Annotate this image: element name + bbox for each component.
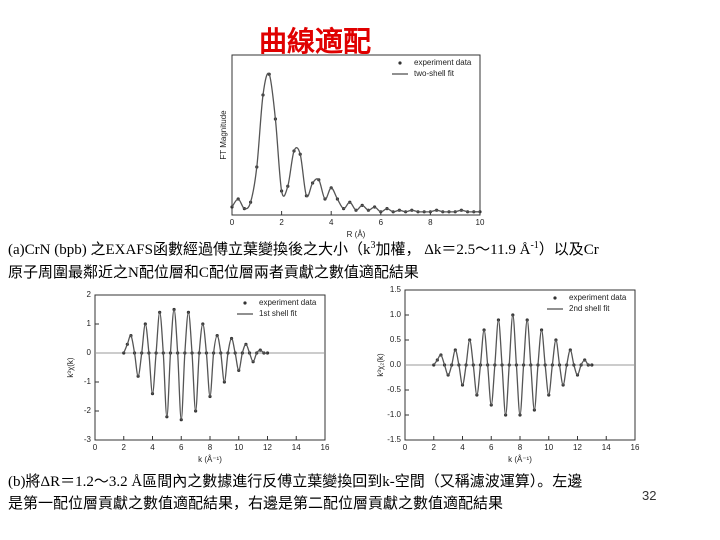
legend-swatch [398, 61, 402, 65]
y-tick-label: 0.5 [390, 335, 402, 344]
y-tick-label: 0.0 [390, 360, 402, 369]
caption-b-line1: (b)將ΔR＝1.2～3.2 Å區間內之數據進行反傅立葉變換回到k-空間（又稱濾… [8, 474, 583, 490]
x-tick-label: 16 [321, 443, 330, 452]
y-tick-label: -2 [84, 406, 92, 415]
y-tick-label: 1.5 [390, 285, 402, 294]
x-axis-label: R (Å) [347, 230, 366, 239]
caption-a-line2: 原子周圍最鄰近之N配位層和C配位層兩者貢獻之數值適配結果 [8, 265, 419, 281]
x-tick-label: 4 [150, 443, 155, 452]
x-tick-label: 8 [428, 218, 433, 227]
x-tick-label: 12 [263, 443, 272, 452]
caption-sup: 3 [370, 240, 376, 251]
legend-swatch [243, 301, 247, 305]
fit-line [231, 72, 480, 213]
legend-label: experiment data [414, 58, 472, 67]
caption-text: ）以及Cr [538, 242, 599, 258]
caption-sup: -1 [530, 240, 539, 251]
page-number: 32 [642, 488, 657, 503]
y-tick-label: 0 [87, 348, 92, 357]
x-axis-label: k (Å⁻¹) [508, 455, 532, 464]
x-tick-label: 16 [631, 443, 640, 452]
x-tick-label: 0 [230, 218, 235, 227]
caption-a-line1: (a)CrN (bpb) 之EXAFS函數經過傅立葉變換後之大小（k3加權， Δ… [8, 238, 599, 259]
y-tick-label: -1.5 [387, 435, 401, 444]
x-tick-label: 8 [208, 443, 213, 452]
y-tick-label: 2 [87, 290, 92, 299]
x-tick-label: 0 [93, 443, 98, 452]
plot-frame [231, 54, 481, 216]
x-tick-label: 10 [234, 443, 243, 452]
fit-line [123, 308, 268, 421]
legend-label: 2nd shell fit [569, 304, 610, 313]
caption-text: 加權， Δk＝2.5～11.9 Å [375, 242, 531, 258]
legend-label: experiment data [569, 293, 627, 302]
x-tick-label: 10 [544, 443, 553, 452]
fit-line [433, 314, 592, 416]
x-axis-label: k (Å⁻¹) [198, 455, 222, 464]
slide-title: 曲線適配 [258, 27, 371, 58]
x-tick-label: 4 [329, 218, 334, 227]
x-tick-label: 14 [292, 443, 301, 452]
y-axis-label: FT Magnitude [219, 110, 228, 160]
y-tick-label: -0.5 [387, 385, 401, 394]
x-tick-label: 0 [403, 443, 408, 452]
x-tick-label: 2 [279, 218, 284, 227]
x-tick-label: 6 [179, 443, 184, 452]
y-axis-label: k³χ₂(k) [376, 353, 385, 377]
caption-text: (a)CrN (bpb) 之EXAFS函數經過傅立葉變換後之大小（k [8, 242, 371, 258]
legend-label: two-shell fit [414, 69, 455, 78]
x-tick-label: 6 [489, 443, 494, 452]
y-tick-label: -1.0 [387, 410, 401, 419]
x-tick-label: 2 [432, 443, 437, 452]
x-tick-label: 12 [573, 443, 582, 452]
x-tick-label: 6 [379, 218, 384, 227]
x-tick-label: 4 [460, 443, 465, 452]
legend-label: experiment data [259, 298, 317, 307]
y-axis-label: k³χ(k) [66, 357, 75, 378]
y-tick-label: -3 [84, 435, 92, 444]
x-tick-label: 8 [518, 443, 523, 452]
x-tick-label: 10 [476, 218, 485, 227]
caption-b-line2: 是第一配位層貢獻之數值適配結果，右邊是第二配位層貢獻之數值適配結果 [8, 496, 504, 512]
x-tick-label: 2 [122, 443, 127, 452]
legend-swatch [553, 296, 557, 300]
legend-label: 1st shell fit [259, 309, 298, 318]
y-tick-label: 1.0 [390, 310, 402, 319]
x-tick-label: 14 [602, 443, 611, 452]
y-tick-label: 1 [87, 319, 92, 328]
y-tick-label: -1 [84, 377, 92, 386]
